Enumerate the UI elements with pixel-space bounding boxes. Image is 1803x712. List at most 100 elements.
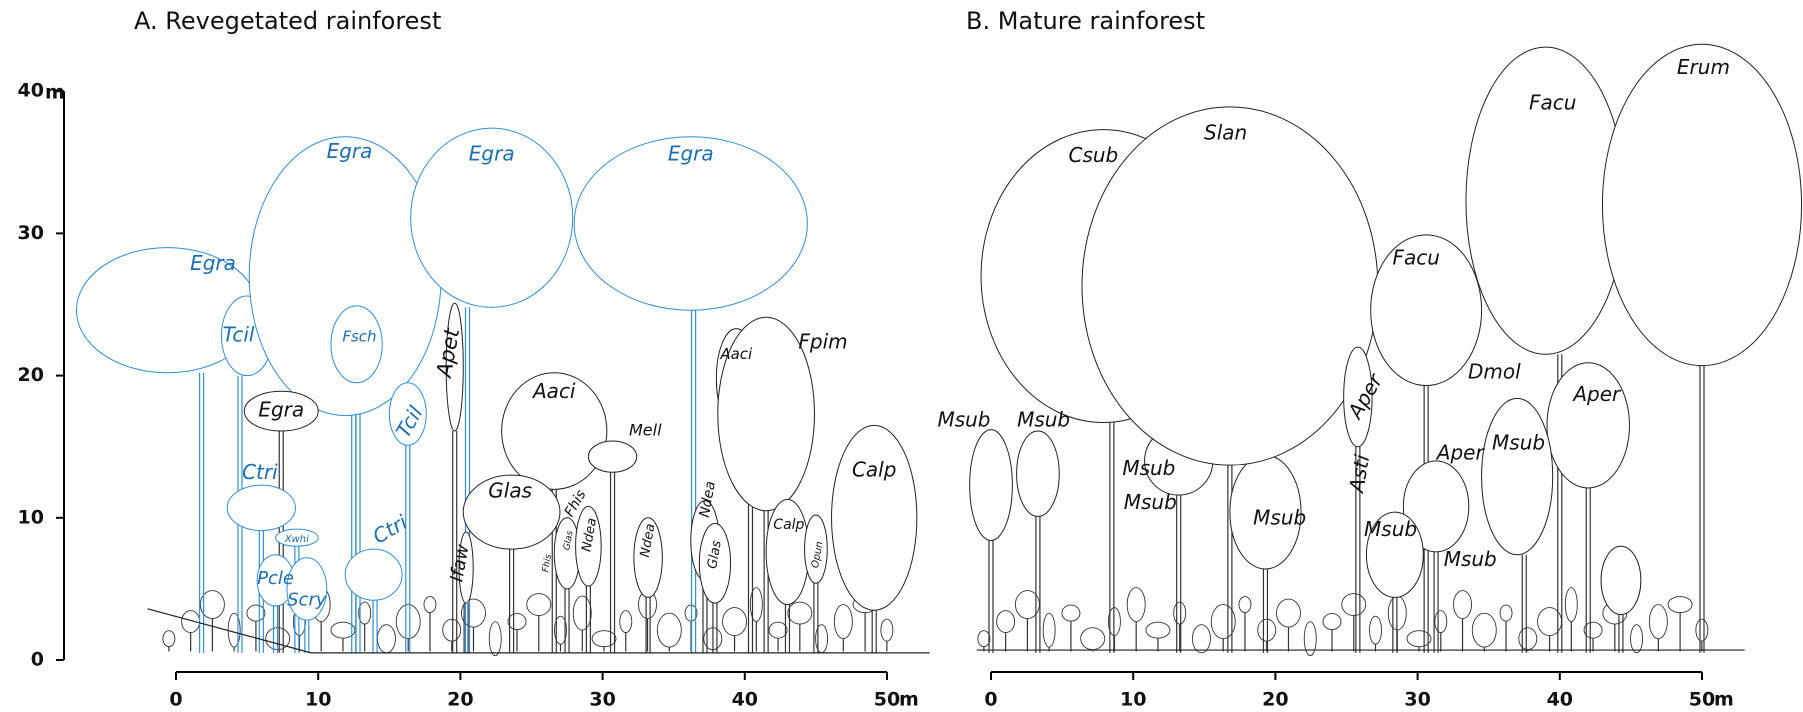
shrub (1174, 602, 1186, 624)
tree-label: Msub (1492, 430, 1545, 454)
shrub (1472, 613, 1496, 647)
shrub (1081, 628, 1105, 650)
shrub (788, 602, 812, 624)
tree-label: Asti (1344, 452, 1375, 496)
shrub (527, 594, 551, 616)
tree-label: Aper (1435, 440, 1486, 464)
tree-crown (766, 499, 809, 604)
tree-label: Aper (1571, 382, 1622, 406)
shrub (1127, 588, 1145, 622)
x-axis-unit: m (1714, 689, 1734, 711)
shrub (657, 613, 681, 647)
shrub (1146, 622, 1170, 638)
x-tick-label: 40 (1547, 689, 1573, 711)
tree-label: Fpim (798, 329, 847, 353)
x-tick-label: 0 (169, 689, 182, 711)
shrub (1062, 605, 1080, 621)
shrub (1631, 625, 1643, 653)
forest-profile-diagram: A. Revegetated rainforest B. Mature rain… (0, 0, 1803, 712)
tree-label: Calp (773, 517, 804, 533)
x-tick-label: 20 (1262, 689, 1288, 711)
x-tick-label: 40 (732, 689, 758, 711)
tree-label: Egra (668, 142, 714, 166)
tree-label: Erum (1677, 55, 1730, 79)
tree-label: Msub (1124, 490, 1177, 514)
tree-crown (1602, 44, 1801, 365)
y-tick-label: 0 (31, 649, 44, 671)
tree-crown (1482, 398, 1553, 554)
panel-title: B. Mature rainforest (966, 7, 1205, 35)
shrub (1043, 613, 1055, 647)
shrub (1192, 625, 1210, 653)
shrub (1370, 616, 1382, 644)
tree-crown (970, 430, 1013, 541)
shrub (769, 622, 787, 638)
tree-label: Msub (937, 408, 990, 432)
shrub (1565, 588, 1577, 622)
y-tick-label: 30 (18, 222, 44, 244)
shrub (978, 631, 990, 647)
shrub (1500, 605, 1512, 621)
tree-label: Csub (1069, 143, 1119, 167)
x-tick-label: 10 (1120, 689, 1146, 711)
tree-crown (1017, 431, 1060, 516)
shrub (1519, 628, 1537, 650)
x-tick-label: 0 (984, 689, 997, 711)
tree-label: Scry (287, 589, 327, 610)
tree-label: Pcle (257, 568, 294, 589)
shrub (1258, 619, 1276, 641)
shrub (834, 605, 852, 639)
shrub (489, 622, 501, 656)
shrub (247, 605, 265, 621)
shrub (1649, 605, 1667, 639)
shrub (1239, 597, 1251, 613)
tree-label: Aaci (719, 345, 753, 363)
shrub (1342, 594, 1366, 616)
shrub (1435, 611, 1447, 633)
shrub (997, 611, 1015, 633)
shrub (1323, 614, 1341, 630)
shrub (443, 619, 461, 641)
shrub (424, 597, 436, 613)
tree-label: Msub (1017, 408, 1070, 432)
x-tick-label: 50 (1689, 689, 1715, 711)
tree-crown (1082, 107, 1378, 465)
tree-crown (1601, 546, 1641, 614)
tree-label: Msub (1122, 456, 1175, 480)
x-axis-unit: m (899, 689, 919, 711)
shrub (1407, 631, 1431, 647)
shrub (163, 631, 175, 647)
shrub (1696, 619, 1708, 641)
shrub (1668, 597, 1692, 613)
tree-label: Slan (1204, 120, 1247, 144)
shrub (377, 625, 395, 653)
tree-crown (345, 549, 402, 600)
tree-label: Tcil (223, 322, 255, 346)
shrub (620, 611, 632, 633)
tree-label: Facu (1529, 90, 1576, 114)
page: {"panel_a":{"title":"A. Revegetated rain… (0, 0, 1803, 712)
x-tick-label: 20 (447, 689, 473, 711)
tree-label: Mell (629, 421, 662, 440)
shrub (573, 596, 591, 630)
shrub (1454, 591, 1472, 619)
tree-label: Dmol (1468, 359, 1521, 383)
shrub (592, 631, 616, 647)
shrub (723, 608, 747, 636)
y-tick-label: 20 (18, 364, 44, 386)
x-tick-label: 10 (305, 689, 331, 711)
tree-crown (227, 485, 295, 531)
y-axis-unit: m (45, 82, 65, 104)
tree-label: Ctri (242, 460, 278, 484)
tree-label: Msub (1364, 517, 1417, 541)
tree-label: Xwhi (284, 534, 309, 545)
shrub (508, 614, 526, 630)
tree-label: Aaci (531, 379, 576, 403)
tree-label: Egra (469, 142, 515, 166)
shrub (396, 605, 420, 639)
tree-label: Glas (488, 479, 532, 503)
tree-label: Egra (190, 251, 236, 275)
tree-label: Msub (1444, 547, 1497, 571)
